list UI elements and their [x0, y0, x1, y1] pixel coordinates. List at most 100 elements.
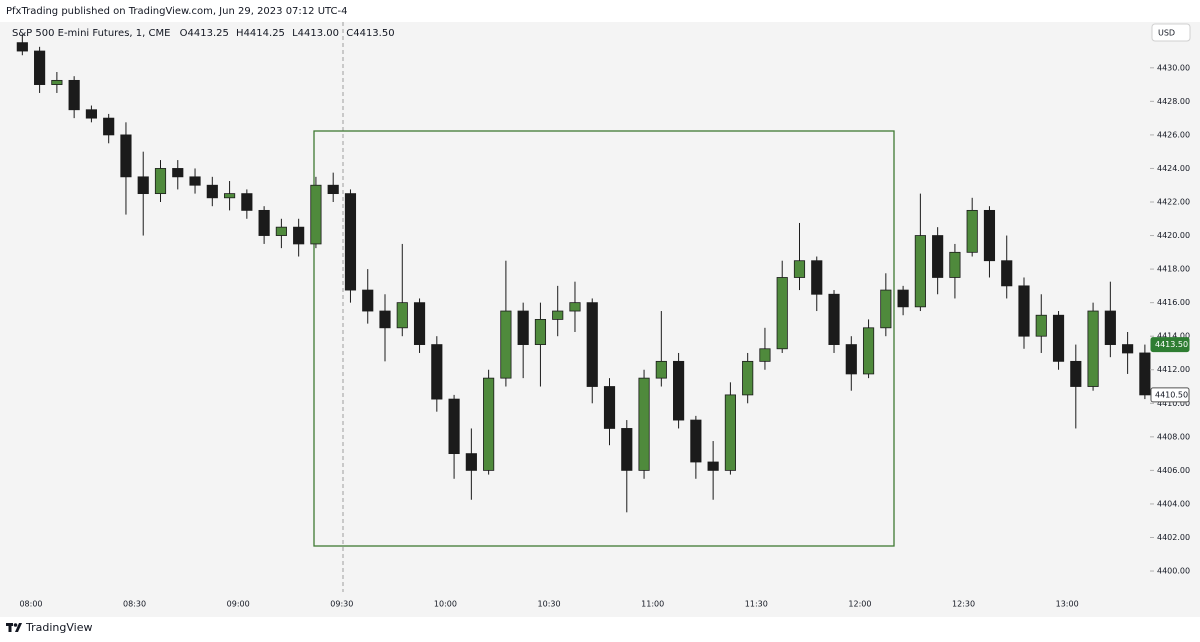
candle-body: [914, 235, 926, 308]
x-tick-label: 08:30: [123, 600, 146, 609]
candle-body: [690, 419, 702, 463]
candle-body: [1035, 314, 1047, 337]
candle-body: [707, 461, 719, 471]
candle-body: [448, 398, 460, 455]
candle-body: [379, 310, 391, 329]
ohlc-high: H4414.25: [236, 28, 285, 39]
x-tick-label: 13:00: [1056, 600, 1079, 609]
candle-body: [966, 209, 978, 253]
candle-body: [241, 193, 253, 211]
y-tick-label: 4416.00: [1157, 298, 1190, 307]
candle-body: [1018, 285, 1030, 337]
y-tick-label: 4414.00: [1157, 332, 1190, 341]
candle-body: [1122, 344, 1134, 354]
candle-body: [68, 79, 80, 111]
candle-body: [172, 168, 184, 178]
candle-body: [275, 226, 287, 236]
candles: [16, 34, 1151, 513]
price-badge: [1150, 387, 1190, 403]
y-tick-label: 4426.00: [1157, 130, 1190, 139]
candle-body: [1087, 310, 1099, 387]
y-tick-label: 4412.00: [1157, 365, 1190, 374]
candle-body: [310, 184, 322, 245]
candle-body: [483, 377, 495, 471]
y-tick-label: 4410.00: [1157, 399, 1190, 408]
x-tick-label: 09:00: [227, 600, 250, 609]
candle-body: [638, 377, 650, 471]
candle-body: [137, 176, 149, 195]
x-tick-label: 11:30: [745, 600, 768, 609]
candle-body: [1139, 352, 1151, 396]
x-tick-label: 08:00: [19, 600, 42, 609]
candle-body: [293, 226, 305, 245]
x-tick-label: 10:30: [538, 600, 561, 609]
candle-body: [51, 79, 63, 85]
candle-body: [534, 319, 547, 345]
candle-body: [344, 193, 357, 291]
candle-body: [1001, 260, 1013, 287]
candle-body: [673, 360, 685, 421]
price-badge-label: 4413.50: [1155, 340, 1188, 349]
candle-body: [465, 453, 477, 471]
legend: S&P 500 E-mini Futures, 1, CME O4413.25 …: [12, 28, 395, 39]
x-tick-label: 11:00: [641, 600, 664, 609]
price-badge: [1150, 337, 1190, 353]
candle-body: [983, 209, 996, 262]
candle-body: [431, 344, 443, 400]
price-axis: [1150, 22, 1200, 617]
brand-logo: [6, 623, 22, 632]
candle-body: [828, 293, 840, 345]
y-tick-label: 4430.00: [1157, 63, 1190, 72]
symbol: S&P 500 E-mini Futures, 1, CME: [12, 28, 170, 39]
candle-body: [897, 289, 909, 308]
candle-body: [362, 289, 374, 312]
range-box: [313, 130, 895, 547]
candle-body: [862, 327, 875, 375]
candle-body: [189, 176, 201, 186]
candle-body: [103, 117, 115, 136]
candle-body: [1070, 360, 1082, 387]
ohlc-low: L4413.00: [292, 28, 339, 39]
candle-body: [742, 360, 754, 396]
candle-body: [223, 193, 236, 199]
y-tick-label: 4418.00: [1157, 265, 1190, 274]
candle-body: [655, 360, 667, 379]
currency: USD: [1158, 29, 1175, 38]
currency-box: [1151, 23, 1191, 42]
candle-body: [16, 42, 28, 52]
candle-body: [569, 302, 581, 312]
x-tick-label: 09:30: [330, 600, 353, 609]
y-tick-label: 4408.00: [1157, 432, 1190, 441]
candle-body: [396, 302, 408, 329]
candle-body: [586, 302, 598, 387]
candle-body: [811, 260, 823, 295]
y-tick-label: 4428.00: [1157, 97, 1190, 106]
ohlc-close: C4413.50: [346, 28, 394, 39]
price-badge-label: 4410.50: [1155, 390, 1188, 399]
y-tick-label: 4422.00: [1157, 198, 1190, 207]
candle-body: [932, 235, 944, 278]
candle-body: [793, 260, 806, 278]
ohlc-open: O4413.25: [180, 28, 229, 39]
y-tick-label: 4402.00: [1157, 533, 1190, 542]
candle-body: [603, 386, 616, 429]
candle-body: [1104, 310, 1116, 345]
y-tick-label: 4404.00: [1157, 499, 1190, 508]
brand: TradingView: [25, 621, 92, 634]
candle-body: [845, 344, 857, 375]
y-tick-label: 4424.00: [1157, 164, 1190, 173]
candle-body: [154, 168, 167, 195]
candle-body: [724, 394, 736, 471]
x-tick-label: 12:00: [848, 600, 871, 609]
y-tick-label: 4420.00: [1157, 231, 1190, 240]
candle-body: [621, 428, 633, 471]
candle-body: [776, 277, 788, 350]
candle-body: [1052, 314, 1065, 362]
x-tick-label: 12:30: [952, 600, 975, 609]
candle-body: [949, 251, 961, 278]
candle-body: [552, 310, 564, 320]
candle-body: [500, 310, 512, 379]
candle-body: [327, 184, 339, 195]
